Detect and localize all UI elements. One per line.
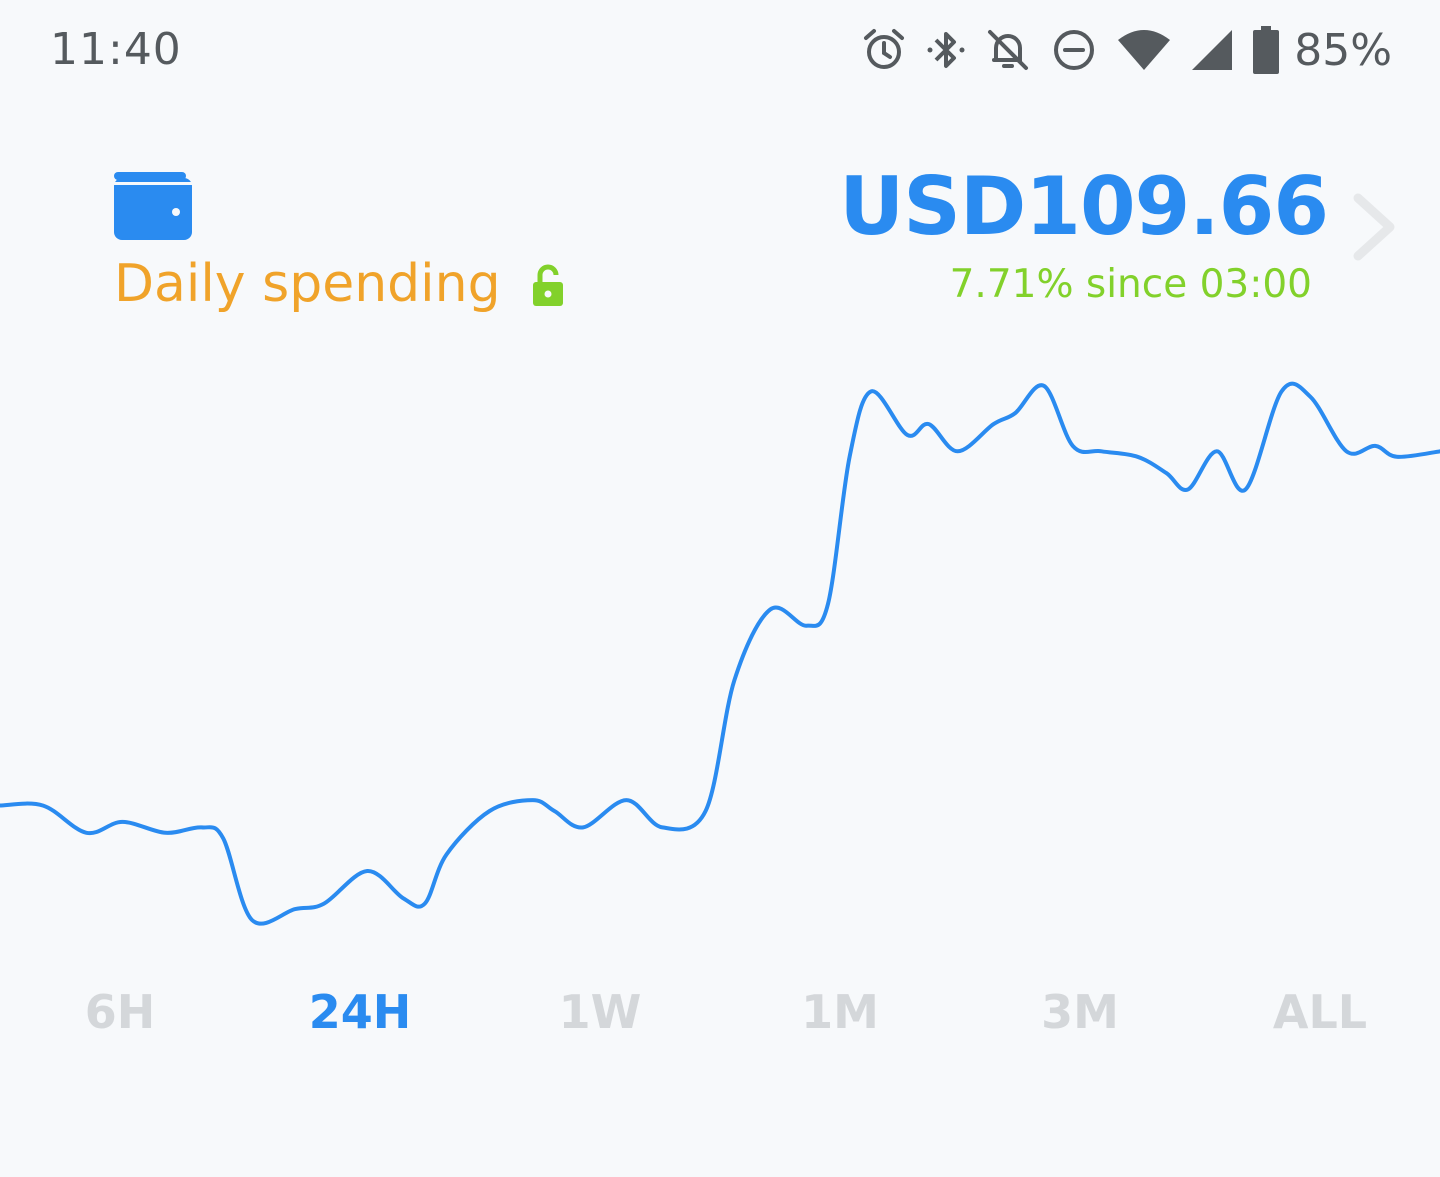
tab-24h[interactable]: 24H: [308, 985, 412, 1039]
tab-1m[interactable]: 1M: [801, 985, 879, 1039]
wallet-name[interactable]: Daily spending: [114, 254, 501, 314]
tab-6h[interactable]: 6H: [84, 985, 156, 1039]
tab-1w[interactable]: 1W: [558, 985, 642, 1039]
tab-all[interactable]: ALL: [1272, 985, 1368, 1039]
range-tabs: 6H 24H 1W 1M 3M ALL: [0, 985, 1440, 1045]
tab-3m[interactable]: 3M: [1041, 985, 1119, 1039]
unlock-icon[interactable]: [531, 264, 565, 306]
status-bar: 11:40 85%: [0, 0, 1440, 100]
balance-change: 7.71% since 03:00: [949, 262, 1312, 307]
status-icons: 85%: [860, 22, 1392, 78]
chevron-right-icon[interactable]: [1352, 192, 1398, 262]
do-not-disturb-icon: [1054, 30, 1095, 70]
status-time: 11:40: [50, 24, 182, 75]
wifi-icon: [1118, 30, 1171, 70]
balance-chart[interactable]: [0, 330, 1440, 970]
battery-icon: [1253, 26, 1280, 74]
battery-percentage: 85%: [1294, 24, 1392, 76]
wallet-balance[interactable]: USD109.66: [839, 160, 1329, 253]
notifications-off-icon: [988, 30, 1029, 70]
bluetooth-icon: [927, 32, 965, 68]
chart-series-line-0: [0, 381, 1440, 926]
alarm-icon: [864, 29, 905, 69]
wallet-icon: [114, 172, 192, 240]
cell-signal-icon: [1192, 30, 1233, 70]
